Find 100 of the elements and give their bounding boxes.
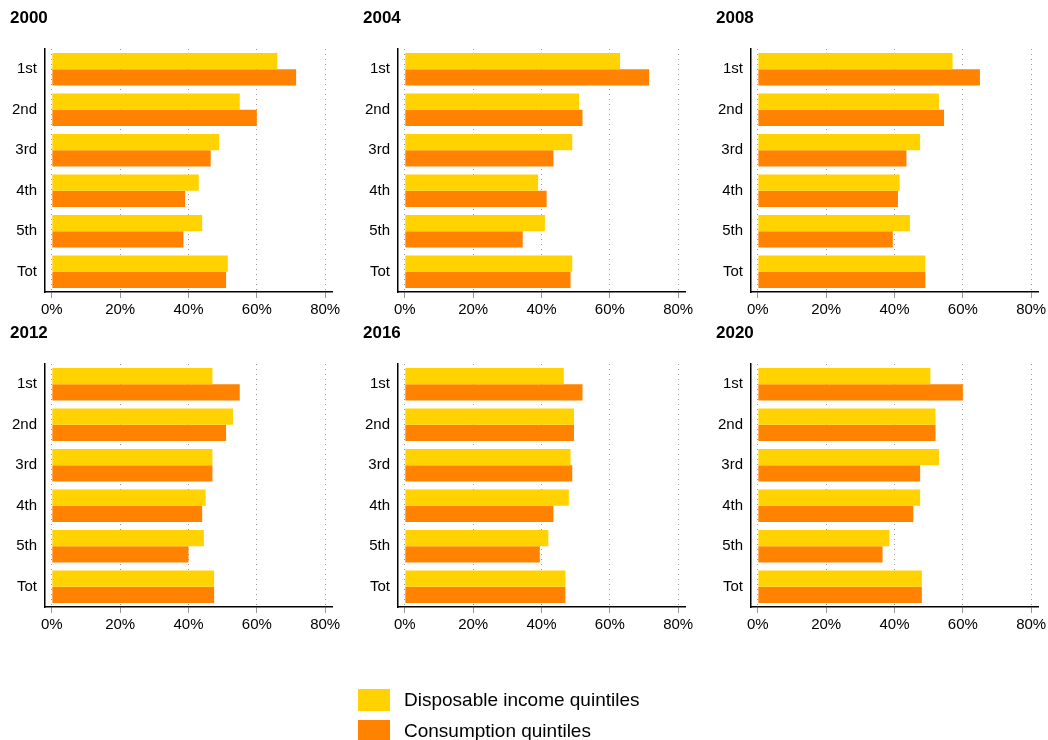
bar xyxy=(758,53,953,70)
y-tick-label: 2nd xyxy=(12,99,38,117)
x-tick-label: 20% xyxy=(458,300,489,318)
x-tick-label: 80% xyxy=(663,300,694,318)
y-tick-label: 1st xyxy=(370,374,391,392)
bar xyxy=(405,271,571,288)
bar xyxy=(758,489,921,506)
x-tick-label: 80% xyxy=(310,615,341,633)
y-tick-label: 2nd xyxy=(718,99,744,117)
bar xyxy=(52,231,184,248)
chart-title: 2020 xyxy=(716,323,754,343)
bar xyxy=(758,408,936,425)
chart-title: 2008 xyxy=(716,8,754,28)
bar xyxy=(758,368,931,385)
x-tick-label: 20% xyxy=(811,300,842,318)
bar xyxy=(52,368,213,385)
bar xyxy=(405,368,564,385)
y-tick-label: 3rd xyxy=(721,140,744,158)
bar xyxy=(405,465,573,482)
x-tick-label: 20% xyxy=(811,615,842,633)
bar xyxy=(758,174,900,191)
y-tick-label: 1st xyxy=(723,59,744,77)
bar xyxy=(405,424,574,441)
y-tick-label: 3rd xyxy=(368,140,391,158)
y-tick-label: 4th xyxy=(369,180,391,198)
x-tick-label: 60% xyxy=(947,300,978,318)
bar xyxy=(758,109,945,126)
x-tick-label: 0% xyxy=(747,615,769,633)
bar xyxy=(52,69,297,86)
chart-title: 2004 xyxy=(363,8,401,28)
y-tick-label: Tot xyxy=(370,576,391,594)
x-tick-label: 60% xyxy=(594,615,625,633)
bar xyxy=(52,255,228,272)
y-tick-label: 5th xyxy=(16,221,38,239)
bar xyxy=(52,109,257,126)
y-tick-label: 3rd xyxy=(368,455,391,473)
x-tick-label: 40% xyxy=(526,615,557,633)
y-tick-label: 1st xyxy=(17,59,38,77)
bar xyxy=(758,546,883,563)
y-tick-label: Tot xyxy=(17,261,38,279)
bar xyxy=(758,530,890,547)
bar xyxy=(52,546,189,563)
x-tick-label: 20% xyxy=(105,300,136,318)
bar xyxy=(52,570,215,587)
bar xyxy=(405,586,566,603)
legend-label: Consumption quintiles xyxy=(404,719,591,740)
y-tick-label: 2nd xyxy=(365,414,391,432)
x-tick-label: 40% xyxy=(526,300,557,318)
x-tick-label: 20% xyxy=(105,615,136,633)
y-tick-label: 2nd xyxy=(365,99,391,117)
y-tick-label: 2nd xyxy=(718,414,744,432)
chart-title: 2012 xyxy=(10,323,48,343)
bar xyxy=(758,586,922,603)
x-tick-label: 80% xyxy=(1016,615,1047,633)
bar xyxy=(405,150,554,167)
bar xyxy=(405,570,566,587)
x-tick-label: 0% xyxy=(747,300,769,318)
bar xyxy=(405,384,583,401)
x-tick-label: 0% xyxy=(41,300,63,318)
y-tick-label: 4th xyxy=(369,495,391,513)
bar xyxy=(405,134,573,151)
bar xyxy=(52,530,204,547)
bar xyxy=(405,53,621,70)
bar xyxy=(405,190,547,207)
bar xyxy=(405,530,549,547)
bar xyxy=(52,271,227,288)
x-tick-label: 80% xyxy=(663,615,694,633)
bar xyxy=(758,271,926,288)
bar xyxy=(758,190,898,207)
y-tick-label: 4th xyxy=(16,180,38,198)
y-tick-label: Tot xyxy=(370,261,391,279)
x-tick-label: 40% xyxy=(173,300,204,318)
y-tick-label: 1st xyxy=(370,59,391,77)
y-tick-label: 4th xyxy=(722,495,744,513)
bar xyxy=(758,215,910,232)
x-tick-label: 80% xyxy=(1016,300,1047,318)
bar xyxy=(405,69,650,86)
bar xyxy=(52,215,203,232)
bar xyxy=(52,424,227,441)
bar xyxy=(52,489,206,506)
y-tick-label: Tot xyxy=(723,576,744,594)
bar xyxy=(52,150,211,167)
y-tick-label: 4th xyxy=(16,495,38,513)
bar xyxy=(405,93,580,110)
x-tick-label: 20% xyxy=(458,615,489,633)
y-tick-label: 1st xyxy=(723,374,744,392)
y-tick-label: 3rd xyxy=(15,140,38,158)
bar xyxy=(405,489,569,506)
bar xyxy=(405,546,540,563)
bar xyxy=(758,231,893,248)
y-tick-label: 2nd xyxy=(12,414,38,432)
y-tick-label: 1st xyxy=(17,374,38,392)
x-tick-label: 60% xyxy=(594,300,625,318)
bar xyxy=(758,505,914,522)
bar xyxy=(52,465,213,482)
x-tick-label: 40% xyxy=(879,300,910,318)
bar xyxy=(405,215,545,232)
bar xyxy=(405,255,573,272)
bar xyxy=(405,174,539,191)
y-tick-label: 4th xyxy=(722,180,744,198)
